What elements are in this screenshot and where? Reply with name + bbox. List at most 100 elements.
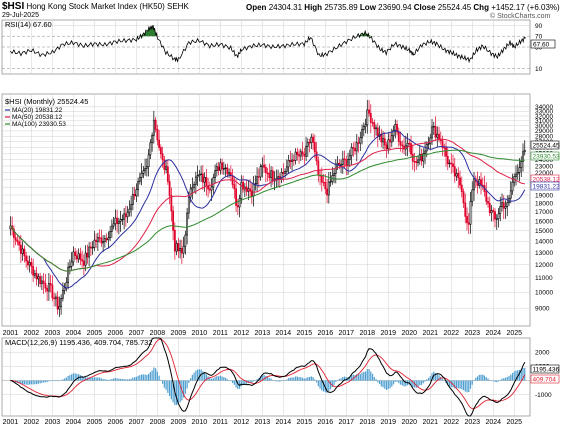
price-tick-label: 23000: [535, 163, 553, 170]
macd-histogram-bar: [385, 380, 388, 390]
candle-body: [261, 164, 264, 168]
candle-body: [480, 179, 482, 186]
candle-body: [487, 201, 489, 204]
candle-body: [516, 172, 519, 175]
candle-body: [58, 306, 61, 310]
macd-histogram-bar: [370, 371, 372, 381]
candle-body: [436, 133, 439, 138]
candle-body: [102, 241, 105, 244]
rsi-value-tag: 67.60: [530, 39, 556, 49]
x-tick-label: 2009: [171, 330, 187, 337]
macd-title: MACD(12,26,9) 1195.436, 409.704, 785.732: [5, 338, 152, 347]
macd-histogram-bar: [221, 376, 223, 381]
macd-tick-label: -1000: [535, 392, 552, 399]
macd-histogram-bar: [359, 373, 361, 381]
candle-body: [135, 189, 138, 197]
macd-histogram-bar: [328, 380, 330, 392]
macd-histogram-bar: [113, 378, 115, 381]
candle-body: [68, 265, 71, 268]
macd-histogram-bar: [22, 380, 24, 385]
macd-histogram-bar: [410, 380, 412, 386]
candle-body: [182, 245, 185, 254]
candle-body: [317, 160, 320, 176]
macd-histogram-bar: [482, 374, 484, 381]
candle-body: [511, 181, 514, 192]
x-tick-label: 2016: [318, 419, 334, 426]
macd-histogram-bar: [282, 380, 284, 382]
candle-body: [308, 142, 311, 144]
macd-histogram-bar: [494, 380, 496, 382]
macd-histogram-bar: [361, 372, 363, 381]
candle-body: [343, 158, 346, 161]
candle-body: [219, 162, 222, 171]
macd-histogram-bar: [230, 380, 232, 382]
candle-body: [33, 273, 36, 276]
macd-histogram-bar: [480, 374, 482, 381]
macd-histogram-bar: [452, 380, 454, 388]
macd-histogram-bar: [496, 380, 498, 383]
macd-histogram-bar: [254, 380, 256, 382]
macd-histogram-bar: [153, 367, 155, 381]
macd-histogram-bar: [391, 380, 393, 387]
candle-body: [382, 138, 384, 143]
candle-body: [320, 175, 323, 183]
macd-histogram-bar: [20, 380, 22, 385]
chart-date: 29-Jul-2025: [2, 12, 39, 19]
candle-body: [354, 148, 356, 152]
x-tick-label: 2025: [506, 330, 522, 337]
macd-histogram-bar: [29, 380, 31, 385]
macd-histogram-bar: [504, 377, 507, 381]
macd-histogram-bar: [350, 375, 353, 381]
candle-body: [214, 170, 217, 178]
candle-body: [431, 126, 433, 139]
candle-body: [107, 237, 110, 241]
macd-histogram-bar: [464, 380, 466, 392]
candle-body: [448, 162, 451, 165]
candle-body: [415, 161, 418, 164]
macd-histogram-bar: [140, 374, 143, 381]
macd-histogram-bar: [102, 378, 104, 381]
candle-body: [366, 109, 369, 126]
macd-histogram-bar: [352, 374, 354, 381]
candle-body: [509, 190, 512, 199]
macd-histogram-bar: [202, 371, 204, 381]
candle-body: [89, 246, 92, 249]
candle-body: [51, 284, 54, 299]
candle-body: [506, 202, 509, 207]
candle-body: [145, 166, 148, 169]
x-tick-label: 2020: [401, 419, 417, 426]
macd-histogram-bar: [501, 378, 503, 381]
macd-histogram-bar: [104, 379, 106, 381]
candle-body: [287, 159, 290, 168]
candle-body: [397, 131, 400, 142]
macd-histogram-bar: [455, 380, 458, 389]
macd-histogram-bar: [172, 380, 174, 403]
price-tick-label: 30000: [535, 123, 553, 130]
x-tick-label: 2005: [87, 419, 103, 426]
macd-histogram-bar: [151, 370, 153, 381]
x-tick-label: 2013: [255, 419, 271, 426]
candle-body: [140, 173, 143, 178]
macd-histogram-bar: [333, 380, 335, 385]
macd-histogram-bar: [214, 377, 216, 381]
candle-body: [399, 141, 402, 146]
macd-histogram-bar: [244, 380, 246, 385]
macd-histogram-bar: [203, 372, 206, 381]
candle-body: [520, 161, 523, 168]
open-value: 24304.31: [268, 3, 303, 12]
macd-histogram-bar: [335, 380, 337, 383]
chg-label: Chg: [473, 3, 489, 12]
macd-histogram-bar: [76, 373, 78, 381]
x-tick-label: 2017: [339, 330, 355, 337]
candle-body: [357, 142, 360, 144]
macd-histogram-bar: [518, 369, 521, 381]
macd-histogram-bar: [186, 380, 188, 389]
macd-histogram-bar: [106, 379, 108, 381]
legend-ma100: MA(100) 23930.53: [12, 121, 66, 128]
candle-body: [28, 262, 31, 266]
macd-histogram-bar: [426, 379, 428, 381]
macd-histogram-bar: [65, 377, 67, 381]
price-tick-label: 19000: [535, 192, 553, 199]
legend-ma20: MA(20) 19831.22: [12, 107, 63, 114]
macd-histogram-bar: [315, 380, 318, 383]
